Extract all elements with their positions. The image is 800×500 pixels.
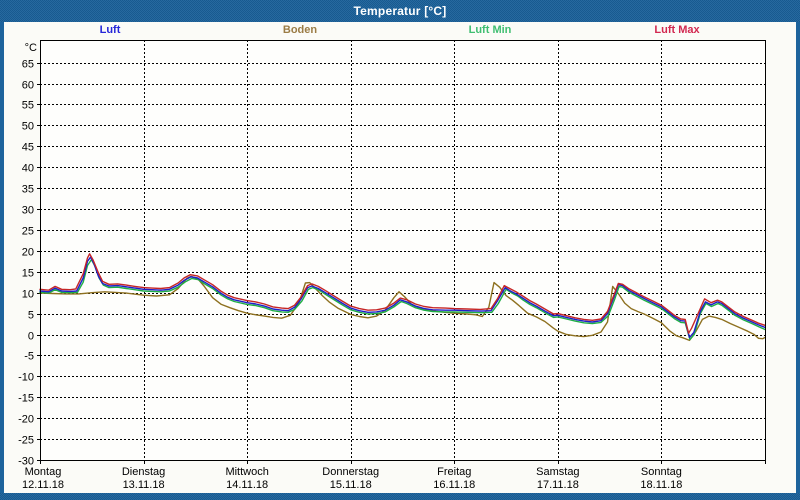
svg-text:65: 65 <box>22 59 34 71</box>
svg-text:-10: -10 <box>18 372 34 384</box>
svg-text:20: 20 <box>22 247 34 259</box>
day-name-label: Freitag <box>437 466 471 478</box>
day-name-label: Montag <box>25 466 62 478</box>
svg-text:°C: °C <box>25 42 37 54</box>
day-name-label: Donnerstag <box>322 466 379 478</box>
day-date-label: 15.11.18 <box>330 479 372 491</box>
svg-text:60: 60 <box>22 80 34 92</box>
svg-text:-25: -25 <box>18 435 34 447</box>
day-date-label: 14.11.18 <box>226 479 268 491</box>
day-date-label: 12.11.18 <box>22 479 64 491</box>
svg-text:25: 25 <box>22 226 34 238</box>
svg-text:0: 0 <box>28 331 34 343</box>
window-border-left <box>0 0 4 500</box>
svg-text:30: 30 <box>22 205 34 217</box>
day-name-label: Dienstag <box>122 466 165 478</box>
plot-border <box>40 40 766 461</box>
legend-item-boden[interactable]: Boden <box>282 24 318 36</box>
svg-text:-5: -5 <box>24 351 34 363</box>
day-date-label: 17.11.18 <box>537 479 579 491</box>
gridlines <box>40 40 765 460</box>
svg-text:-20: -20 <box>18 414 34 426</box>
day-date-label: 13.11.18 <box>123 479 165 491</box>
svg-text:-30: -30 <box>18 456 34 468</box>
series-luft-max <box>39 253 766 334</box>
svg-text:15: 15 <box>22 268 34 280</box>
day-name-label: Mittwoch <box>225 466 268 478</box>
svg-text:35: 35 <box>22 184 34 196</box>
svg-text:10: 10 <box>22 289 34 301</box>
plot-background <box>40 40 765 460</box>
series-luft-min <box>39 258 766 341</box>
legend-item-luft[interactable]: Luft <box>99 24 121 36</box>
window-border-right <box>796 0 800 500</box>
axis-labels: 65605550454035302520151050-5-10-15-20-25… <box>18 42 682 491</box>
day-name-label: Sonntag <box>641 466 682 478</box>
window-border-bottom <box>0 493 800 500</box>
svg-text:5: 5 <box>28 310 34 322</box>
legend-item-luft-max[interactable]: Luft Max <box>654 24 700 36</box>
window-title: Temperatur [°C] <box>353 4 447 18</box>
day-date-label: 18.11.18 <box>640 479 682 491</box>
svg-text:-15: -15 <box>18 393 34 405</box>
svg-text:45: 45 <box>22 142 34 154</box>
series-luft <box>39 256 766 339</box>
legend-item-luft-min[interactable]: Luft Min <box>468 24 512 36</box>
svg-text:50: 50 <box>22 121 34 133</box>
day-date-label: 16.11.18 <box>433 479 475 491</box>
svg-text:40: 40 <box>22 163 34 175</box>
chart-legend: Luft Boden Luft Min Luft Max <box>0 24 800 40</box>
day-name-label: Samstag <box>536 466 579 478</box>
window-title-bar: Temperatur [°C] <box>0 0 800 22</box>
svg-text:55: 55 <box>22 100 34 112</box>
